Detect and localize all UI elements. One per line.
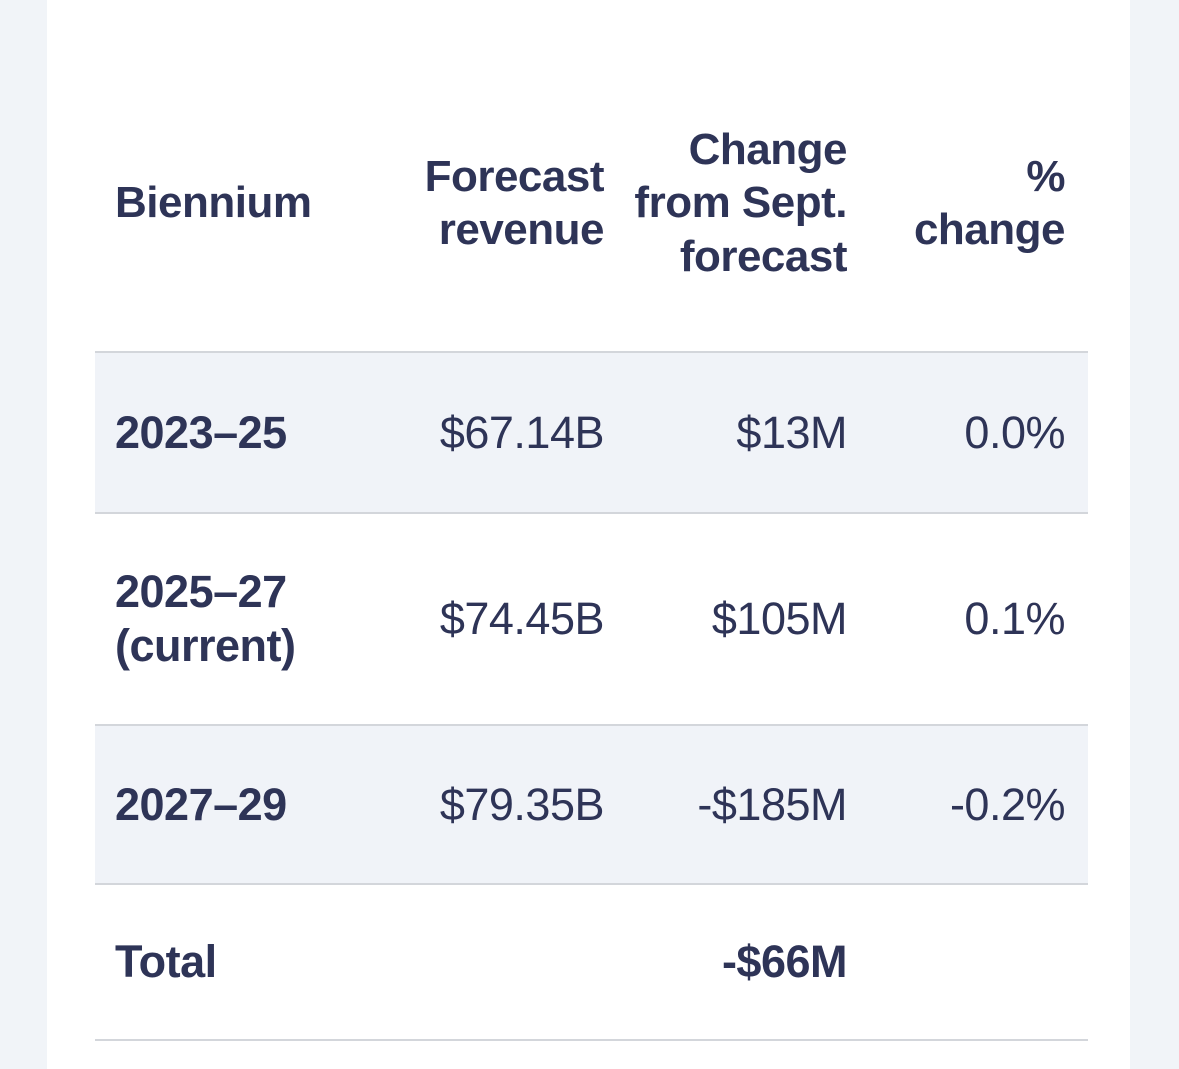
cell-biennium: 2025–27 (current) — [115, 566, 296, 671]
cell-forecast-revenue: $74.45B — [439, 593, 605, 644]
table-row: 2023–25 $67.14B $13M 0.0% — [95, 352, 1088, 513]
total-row: Total -$66M — [95, 884, 1088, 1040]
left-gutter — [0, 0, 47, 1069]
header-row: Biennium Forecast revenue Change from Se… — [95, 55, 1088, 352]
table-row: 2025–27 (current) $74.45B $105M 0.1% — [95, 513, 1088, 725]
cell-pct-change: -0.2% — [949, 778, 1066, 830]
cell-forecast-revenue: $67.14B — [439, 406, 605, 458]
table-header: Biennium Forecast revenue Change from Se… — [95, 55, 1088, 352]
cell-total-label: Total — [115, 936, 217, 987]
cell-biennium: 2023–25 — [115, 406, 287, 458]
header-pct-change: % change — [913, 151, 1066, 254]
header-forecast-revenue: Forecast revenue — [424, 151, 605, 254]
forecast-table: Biennium Forecast revenue Change from Se… — [95, 55, 1088, 1041]
cell-change-from-sept: -$185M — [697, 778, 847, 830]
cell-pct-change: 0.0% — [964, 406, 1065, 458]
table-row: 2027–29 $79.35B -$185M -0.2% — [95, 725, 1088, 884]
header-change-from-sept: Change from Sept. forecast — [634, 125, 847, 281]
cell-forecast-revenue: $79.35B — [439, 778, 605, 830]
cell-change-from-sept: $13M — [736, 406, 847, 458]
cell-total-forecast-revenue — [350, 884, 627, 1040]
article-content: Biennium Forecast revenue Change from Se… — [47, 0, 1130, 1069]
header-biennium: Biennium — [115, 178, 312, 228]
right-gutter — [1130, 0, 1179, 1069]
cell-change-from-sept: $105M — [711, 593, 848, 644]
cell-pct-change: 0.1% — [964, 593, 1065, 644]
cell-total-pct-change — [870, 884, 1088, 1040]
cell-total-change-from-sept: -$66M — [721, 936, 848, 987]
cell-biennium: 2027–29 — [115, 778, 287, 830]
